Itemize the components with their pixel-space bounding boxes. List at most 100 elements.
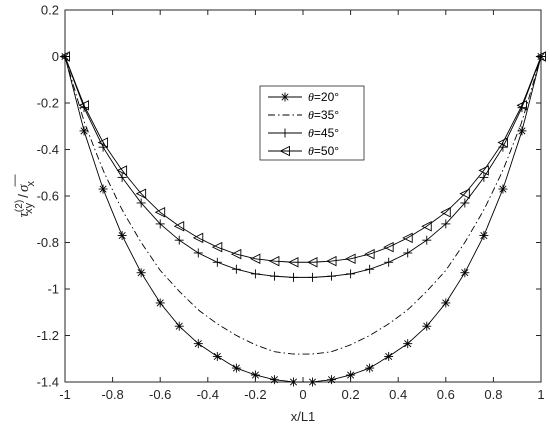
- data-point-plus: [403, 248, 413, 258]
- data-point-triangle: [459, 188, 470, 199]
- data-point-plus: [327, 271, 337, 281]
- data-point-plus: [212, 257, 222, 267]
- data-point-plus: [422, 235, 432, 245]
- data-point-plus: [479, 172, 489, 182]
- data-point-asterisk: [193, 339, 203, 349]
- x-tick-label: 0.8: [484, 387, 502, 402]
- data-point-asterisk: [403, 339, 413, 349]
- y-axis-label: τ(2)xy / σ— x: [7, 175, 37, 218]
- data-point-asterisk: [517, 126, 527, 136]
- data-point-plus: [136, 198, 146, 208]
- data-point-triangle: [192, 232, 204, 244]
- y-tick-label: -0.2: [37, 96, 59, 111]
- data-point-triangle: [116, 165, 128, 176]
- data-point-triangle: [535, 51, 546, 62]
- legend-label: θ=50°: [308, 144, 339, 158]
- y-label-bar: —: [7, 175, 21, 187]
- data-point-asterisk: [117, 231, 127, 241]
- data-point-triangle: [345, 253, 356, 265]
- data-point-triangle: [97, 137, 109, 148]
- data-point-plus: [384, 257, 394, 267]
- x-tick-label: 0: [299, 387, 306, 402]
- data-point-asterisk: [384, 351, 394, 361]
- data-point-triangle: [497, 137, 508, 148]
- data-point-plus: [288, 272, 298, 282]
- y-tick-label: -0.8: [37, 235, 59, 250]
- data-point-plus: [441, 219, 451, 229]
- series-line: [64, 56, 542, 263]
- data-point-triangle: [383, 241, 394, 253]
- data-point-triangle: [287, 257, 299, 268]
- data-point-plus: [346, 269, 356, 279]
- data-point-triangle: [78, 100, 89, 111]
- series-line: [64, 56, 542, 383]
- y-tick-label: -0.4: [37, 142, 59, 157]
- series-layer: [59, 51, 546, 387]
- data-point-triangle: [135, 188, 147, 199]
- x-tick-label: 0.6: [437, 387, 455, 402]
- data-point-triangle: [154, 207, 166, 218]
- data-point-plus: [460, 198, 470, 208]
- data-point-triangle: [279, 145, 290, 157]
- x-tick-label: -0.8: [101, 387, 123, 402]
- data-point-asterisk: [155, 298, 165, 308]
- y-label-sigma: σ: [16, 184, 32, 192]
- x-tick-label: 0.4: [389, 387, 407, 402]
- data-point-plus: [269, 271, 279, 281]
- data-point-plus: [231, 264, 241, 274]
- series-line: [64, 56, 542, 278]
- legend-label: θ=20°: [308, 90, 339, 104]
- data-point-plus: [117, 172, 127, 182]
- series-2: [64, 56, 542, 355]
- y-tick-label: -0.6: [37, 189, 59, 204]
- data-point-plus: [308, 272, 318, 282]
- data-point-asterisk: [365, 363, 375, 373]
- x-tick-label: -0.4: [197, 387, 219, 402]
- tick-labels: -1 -0.8 -0.6 -0.4 -0.2 0 0.2 0.4 0.6 0.8 1 0.2 0 -0.2…: [37, 3, 545, 403]
- legend-entry: θ=35°: [268, 108, 339, 122]
- data-point-plus: [250, 269, 260, 279]
- data-point-asterisk: [280, 92, 290, 102]
- x-axis-label: x/L1: [291, 409, 316, 424]
- y-tick-label: -1.2: [37, 328, 59, 343]
- data-point-asterisk: [98, 184, 108, 194]
- y-label-subscript: xy: [23, 202, 35, 214]
- legend-entry: θ=50°: [268, 144, 339, 158]
- data-point-asterisk: [269, 375, 279, 385]
- data-point-asterisk: [346, 370, 356, 380]
- data-point-asterisk: [212, 351, 222, 361]
- data-point-asterisk: [136, 268, 146, 278]
- series-4: [59, 51, 546, 268]
- data-point-triangle: [230, 248, 242, 260]
- x-tick-label: -0.2: [244, 387, 266, 402]
- y-label-superscript: (2): [14, 200, 25, 212]
- data-point-asterisk: [498, 184, 508, 194]
- y-tick-label: 0.2: [41, 3, 59, 18]
- data-point-triangle: [440, 207, 451, 218]
- data-point-triangle: [268, 255, 280, 267]
- data-point-triangle: [249, 253, 261, 265]
- data-point-asterisk: [479, 231, 489, 241]
- data-point-asterisk: [327, 375, 337, 385]
- data-point-triangle: [211, 241, 223, 253]
- y-label-subscript2: x: [25, 181, 37, 187]
- data-point-asterisk: [422, 321, 432, 331]
- data-point-plus: [280, 128, 290, 138]
- y-tick-label: 0: [52, 49, 59, 64]
- plot-area: [64, 9, 542, 383]
- y-tick-label: -1.4: [37, 375, 59, 390]
- data-point-triangle: [59, 51, 70, 62]
- data-point-triangle: [173, 220, 185, 232]
- data-point-triangle: [478, 165, 489, 176]
- data-point-triangle: [364, 248, 375, 260]
- legend-entry: θ=45°: [268, 126, 339, 140]
- data-point-triangle: [421, 220, 432, 232]
- data-point-plus: [193, 248, 203, 258]
- data-point-asterisk: [250, 370, 260, 380]
- legend-box: [259, 85, 365, 161]
- data-point-triangle: [516, 100, 527, 111]
- svg-text:τ(2)xy/σ—x: τ(2)xy / σ— x: [7, 175, 37, 218]
- x-tick-label: -1: [59, 387, 71, 402]
- data-point-triangle: [307, 257, 318, 268]
